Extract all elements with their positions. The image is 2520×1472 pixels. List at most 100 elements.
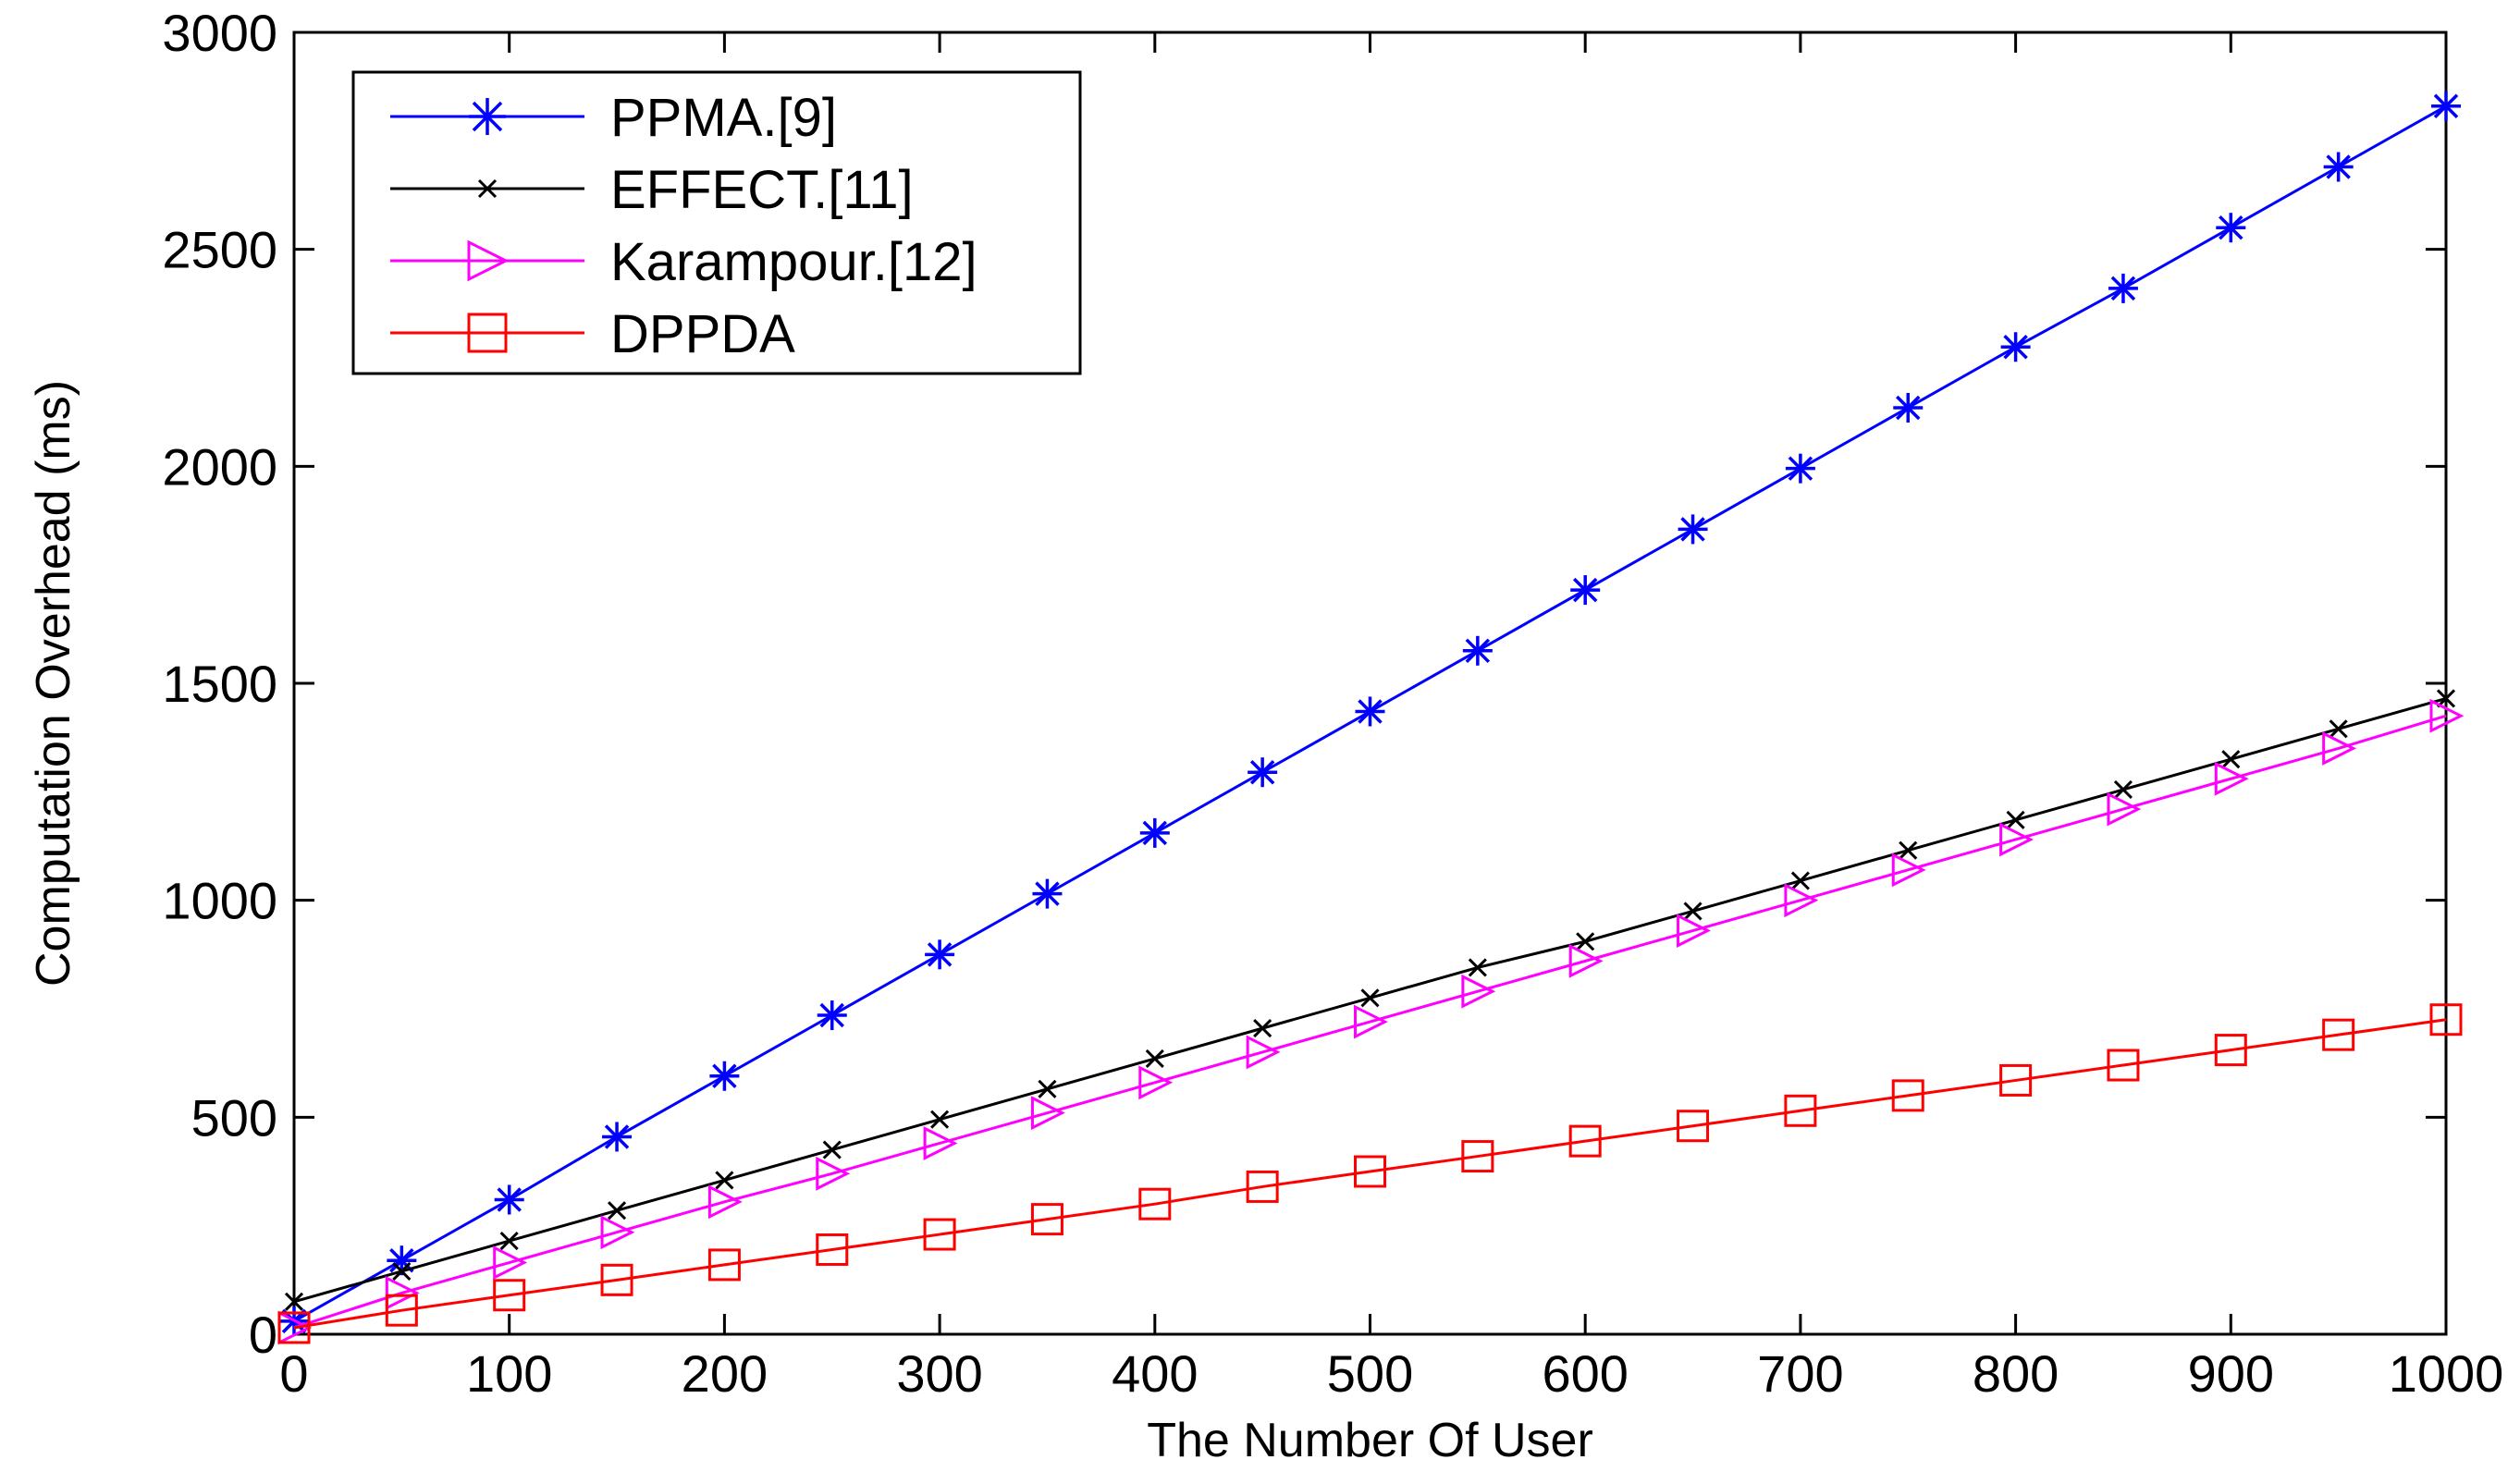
x-tick-label: 900	[2188, 1344, 2274, 1403]
data-point	[1570, 575, 1601, 606]
y-tick-label: 3000	[162, 4, 277, 62]
y-tick-label: 2500	[162, 221, 277, 279]
data-point	[1354, 1155, 1386, 1188]
marker-stroke	[284, 1292, 304, 1311]
marker-stroke	[2113, 779, 2133, 800]
legend-item: PPMA.[9]	[390, 88, 837, 148]
data-point	[1030, 1096, 1065, 1131]
data-point	[707, 1184, 743, 1220]
marker-stroke	[1358, 699, 1383, 724]
data-point	[385, 1275, 420, 1310]
marker-stroke	[604, 1124, 630, 1149]
data-point	[1891, 853, 1926, 888]
data-point	[923, 1126, 958, 1160]
legend-marker	[467, 313, 508, 353]
legend-marker	[477, 178, 498, 199]
data-point	[277, 1311, 311, 1344]
data-point	[2429, 698, 2465, 733]
marker-stroke	[2003, 335, 2028, 360]
x-axis-title: The Number Of User	[1147, 1414, 1593, 1467]
data-point	[2329, 719, 2348, 739]
data-point	[817, 1000, 847, 1031]
legend-box	[351, 70, 1082, 375]
data-point	[1138, 1187, 1172, 1221]
x-tick-label: 300	[896, 1344, 982, 1403]
marker-stroke	[497, 1187, 522, 1212]
data-point	[1032, 878, 1063, 909]
marker-stroke	[1142, 820, 1168, 846]
marker-stroke	[2006, 810, 2025, 829]
data-point	[715, 1171, 734, 1190]
data-point	[1354, 1004, 1388, 1039]
data-point	[2322, 1018, 2355, 1051]
marker-stroke	[389, 1247, 414, 1273]
series-line	[293, 714, 2447, 1330]
data-point	[1893, 392, 1924, 423]
data-point	[1790, 871, 1810, 890]
data-point	[2000, 332, 2031, 362]
data-point	[1999, 822, 2034, 857]
data-point	[600, 1215, 635, 1250]
data-point	[2221, 750, 2241, 769]
data-point	[2431, 91, 2461, 121]
data-point	[1461, 974, 1496, 1009]
x-tick-label: 400	[1112, 1344, 1198, 1403]
data-point	[1999, 1063, 2033, 1097]
marker-stroke	[1249, 759, 1275, 785]
legend-label: PPMA.[9]	[610, 88, 837, 148]
y-tick-label: 2000	[162, 437, 277, 496]
data-point	[930, 1110, 950, 1129]
data-point	[494, 1184, 524, 1215]
legend-marker	[469, 98, 506, 135]
data-point	[2113, 779, 2133, 800]
data-point	[2436, 689, 2456, 708]
data-point	[2214, 1034, 2247, 1067]
data-point	[709, 1061, 740, 1091]
data-point	[1568, 1124, 1602, 1158]
data-point	[2216, 213, 2246, 243]
marker-stroke	[2219, 215, 2243, 240]
marker-stroke	[1576, 932, 1595, 951]
data-point	[1145, 1049, 1164, 1069]
data-point	[1785, 453, 1815, 484]
data-point	[923, 1218, 956, 1251]
series-dppda	[277, 1003, 2463, 1344]
data-point	[822, 1140, 842, 1159]
marker-stroke	[472, 101, 503, 132]
data-point	[2214, 761, 2249, 796]
data-point	[1899, 840, 1918, 860]
marker-stroke	[927, 942, 953, 967]
data-point	[1246, 1035, 1281, 1070]
marker-stroke	[1360, 988, 1380, 1008]
data-point	[2006, 810, 2025, 829]
data-point	[816, 1156, 851, 1191]
marker-stroke	[1465, 638, 1491, 664]
data-point	[1677, 914, 1711, 948]
data-point	[1030, 1203, 1063, 1236]
data-point	[1038, 1079, 1057, 1098]
data-point	[1246, 1170, 1279, 1203]
data-point	[602, 1122, 633, 1152]
legend: PPMA.[9] EFFECT.[11] Karampour.[12] DPPDA	[351, 70, 1082, 375]
marker-stroke	[1790, 871, 1810, 890]
data-point	[493, 1245, 528, 1280]
x-tick-label: 700	[1757, 1344, 1843, 1403]
data-point	[1248, 757, 1278, 788]
marker-stroke	[2433, 93, 2459, 119]
legend-item: Karampour.[12]	[390, 232, 977, 292]
data-point	[816, 1233, 849, 1266]
x-tick-label: 600	[1542, 1344, 1628, 1403]
data-point	[2323, 152, 2354, 182]
data-point	[1784, 1094, 1817, 1127]
legend-item: EFFECT.[11]	[390, 160, 914, 220]
marker-stroke	[1035, 881, 1060, 906]
x-tick-label: 0	[279, 1344, 308, 1403]
marker-stroke	[499, 1232, 519, 1251]
marker-stroke	[392, 1261, 412, 1282]
data-point	[1461, 1140, 1494, 1173]
legend-label: Karampour.[12]	[610, 232, 977, 292]
legend-marker	[467, 239, 510, 282]
marker-stroke	[1896, 395, 1921, 421]
data-point	[1139, 817, 1170, 848]
